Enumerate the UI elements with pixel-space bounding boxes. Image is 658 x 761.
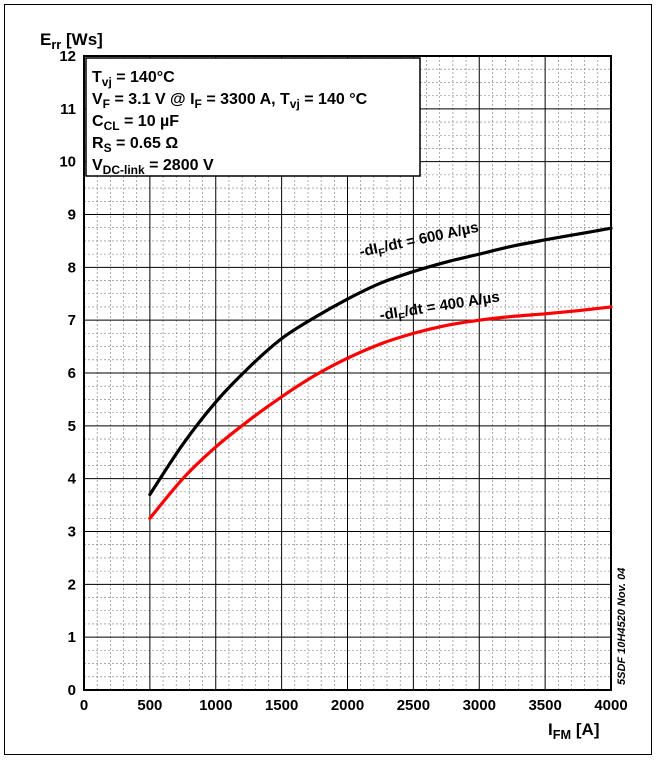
condition-line-2: VF = 3.1 V @ IF = 3300 A, Tvj = 140 °C (92, 91, 368, 111)
y-tick-label: 7 (68, 312, 76, 329)
y-tick-label: 5 (68, 418, 76, 435)
condition-line-3: CCL = 10 µF (92, 113, 179, 133)
x-tick-label: 1000 (199, 697, 232, 714)
condition-line-4: RS = 0.65 Ω (92, 135, 178, 155)
y-tick-label: 11 (60, 101, 76, 118)
y-tick-label: 0 (68, 682, 76, 699)
y-tick-label: 9 (68, 207, 76, 224)
y-axis-title: Err [Ws] (40, 30, 103, 52)
y-tick-label: 2 (68, 576, 76, 593)
doc-id: 5SDF 10H4520 Nov. 04 (616, 568, 628, 685)
x-tick-label: 4000 (594, 697, 627, 714)
y-tick-label: 4 (68, 471, 77, 488)
conditions-box (85, 57, 421, 177)
x-tick-label: 3500 (528, 697, 561, 714)
x-tick-label: 500 (137, 697, 162, 714)
chart-frame (4, 4, 652, 755)
x-tick-label: 0 (80, 697, 88, 714)
y-tick-label: 3 (68, 524, 76, 541)
y-tick-label: 1 (68, 629, 76, 646)
condition-line-5: VDC-link = 2800 V (92, 157, 214, 177)
plot-area-border (83, 55, 612, 691)
x-axis-title: IFM [A] (548, 720, 599, 742)
x-tick-label: 2000 (331, 697, 364, 714)
x-tick-label: 3000 (463, 697, 496, 714)
y-tick-label: 8 (68, 259, 76, 276)
doc-id-group: 5SDF 10H4520 Nov. 04 (616, 568, 628, 685)
series-line-2 (148, 305, 613, 520)
y-tick-label: 10 (59, 154, 76, 171)
condition-line-1: Tvj = 140°C (92, 69, 175, 89)
y-tick-label: 6 (68, 365, 76, 382)
x-tick-label: 2500 (397, 697, 430, 714)
y-tick-label: 12 (59, 48, 76, 65)
x-tick-label: 1500 (265, 697, 298, 714)
series-line-1 (148, 226, 613, 497)
